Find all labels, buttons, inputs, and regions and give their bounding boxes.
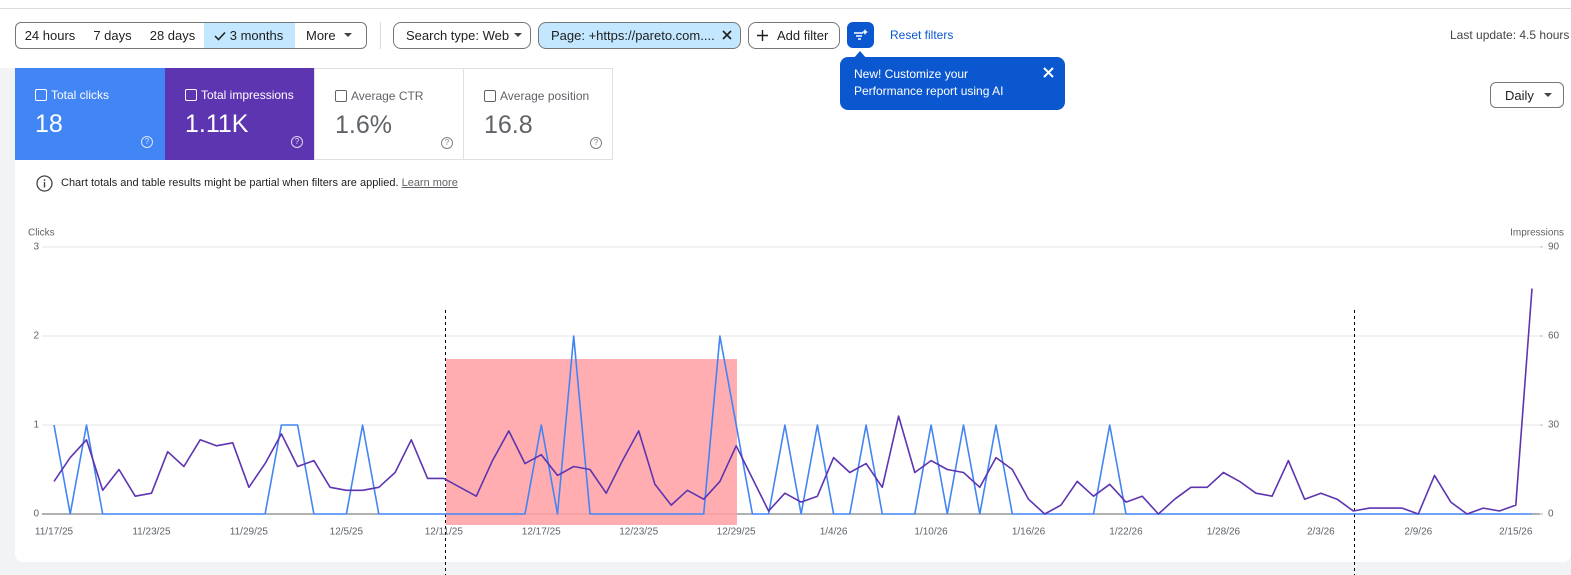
y2-tick-label: 60: [1548, 331, 1560, 342]
info-icon: [36, 175, 53, 192]
help-icon[interactable]: ?: [590, 137, 602, 149]
metric-value: 16.8: [484, 111, 533, 139]
separator: [380, 22, 381, 49]
y2-tick-label: 0: [1548, 509, 1554, 520]
x-tick-label: 12/11/25: [425, 527, 464, 538]
range-button-selected[interactable]: 3 months: [204, 22, 296, 49]
checkbox[interactable]: [35, 89, 47, 101]
check-icon: [214, 31, 226, 41]
x-tick-label: 2/3/26: [1307, 527, 1335, 538]
x-tick-label: 12/29/25: [717, 527, 756, 538]
help-icon[interactable]: ?: [141, 136, 153, 148]
dropdown-icon: [344, 33, 352, 37]
metric-label: Average position: [500, 89, 590, 103]
close-icon[interactable]: [1043, 67, 1054, 78]
metric-value: 18: [35, 110, 63, 138]
x-tick-label: 1/16/26: [1012, 527, 1046, 538]
y-tick-label: 3: [33, 242, 39, 253]
x-tick-label: 1/22/26: [1109, 527, 1143, 538]
reset-filters-link[interactable]: Reset filters: [890, 28, 954, 42]
series-line: [53, 288, 1533, 515]
range-button[interactable]: 28 days: [141, 22, 205, 49]
x-tick-label: 1/28/26: [1207, 527, 1241, 538]
y-tick-label: 1: [33, 420, 39, 431]
dropdown-icon: [1544, 93, 1552, 97]
y2-tick-label: 90: [1548, 242, 1560, 253]
metric-card[interactable]: Total clicks 18?: [15, 68, 165, 160]
learn-more-link[interactable]: Learn more: [401, 177, 458, 189]
granularity-select[interactable]: Daily: [1490, 82, 1564, 108]
y2-axis-title: Impressions: [1510, 228, 1564, 239]
x-tick-label: 2/15/26: [1499, 527, 1533, 538]
tooltip: New! Customize your Performance report u…: [840, 57, 1065, 110]
checkbox[interactable]: [185, 89, 197, 101]
highlight-region: [446, 359, 737, 525]
x-tick-label: 12/23/25: [619, 527, 658, 538]
ai-icon: [854, 29, 868, 40]
y-tick-label: 2: [33, 331, 39, 342]
filter-chip[interactable]: Page: +https://pareto.com....: [538, 22, 741, 49]
more-button[interactable]: More: [295, 22, 367, 49]
checkbox[interactable]: [335, 90, 347, 102]
range-button[interactable]: 7 days: [84, 22, 142, 49]
x-tick-label: 1/10/26: [914, 527, 948, 538]
help-icon[interactable]: ?: [441, 137, 453, 149]
metric-label: Total impressions: [201, 88, 294, 102]
metric-card[interactable]: Total impressions 1.11K?: [165, 68, 315, 160]
x-tick-label: 2/9/26: [1404, 527, 1432, 538]
range-button[interactable]: 24 hours: [15, 22, 85, 49]
metric-label: Average CTR: [351, 89, 424, 103]
y-axis-title: Clicks: [28, 228, 55, 239]
dropdown-icon: [514, 33, 522, 37]
close-icon[interactable]: [722, 30, 732, 40]
notice-text: Chart totals and table results might be …: [61, 177, 399, 189]
x-tick-label: 1/4/26: [820, 527, 848, 538]
metric-value: 1.6%: [335, 111, 392, 139]
ai-filter-button[interactable]: [847, 22, 874, 48]
series-line: [53, 335, 1532, 515]
help-icon[interactable]: ?: [291, 136, 303, 148]
metric-card[interactable]: Average position 16.8?: [463, 68, 613, 160]
last-update: Last update: 4.5 hours: [1450, 28, 1570, 42]
notice: Chart totals and table results might be …: [61, 177, 458, 189]
plus-icon: [757, 30, 768, 41]
x-tick-label: 12/17/25: [522, 527, 561, 538]
x-tick-label: 11/23/25: [132, 527, 171, 538]
checkbox[interactable]: [484, 90, 496, 102]
x-tick-label: 12/5/25: [330, 527, 364, 538]
metric-value: 1.11K: [185, 110, 249, 138]
filter-chip[interactable]: Search type: Web: [393, 22, 531, 49]
y-tick-label: 0: [33, 509, 39, 520]
divider: [0, 8, 1571, 9]
metric-label: Total clicks: [51, 88, 110, 102]
y2-tick-label: 30: [1548, 420, 1560, 431]
x-tick-label: 11/29/25: [230, 527, 269, 538]
x-tick-label: 11/17/25: [35, 527, 74, 538]
metric-card[interactable]: Average CTR 1.6%?: [314, 68, 464, 160]
